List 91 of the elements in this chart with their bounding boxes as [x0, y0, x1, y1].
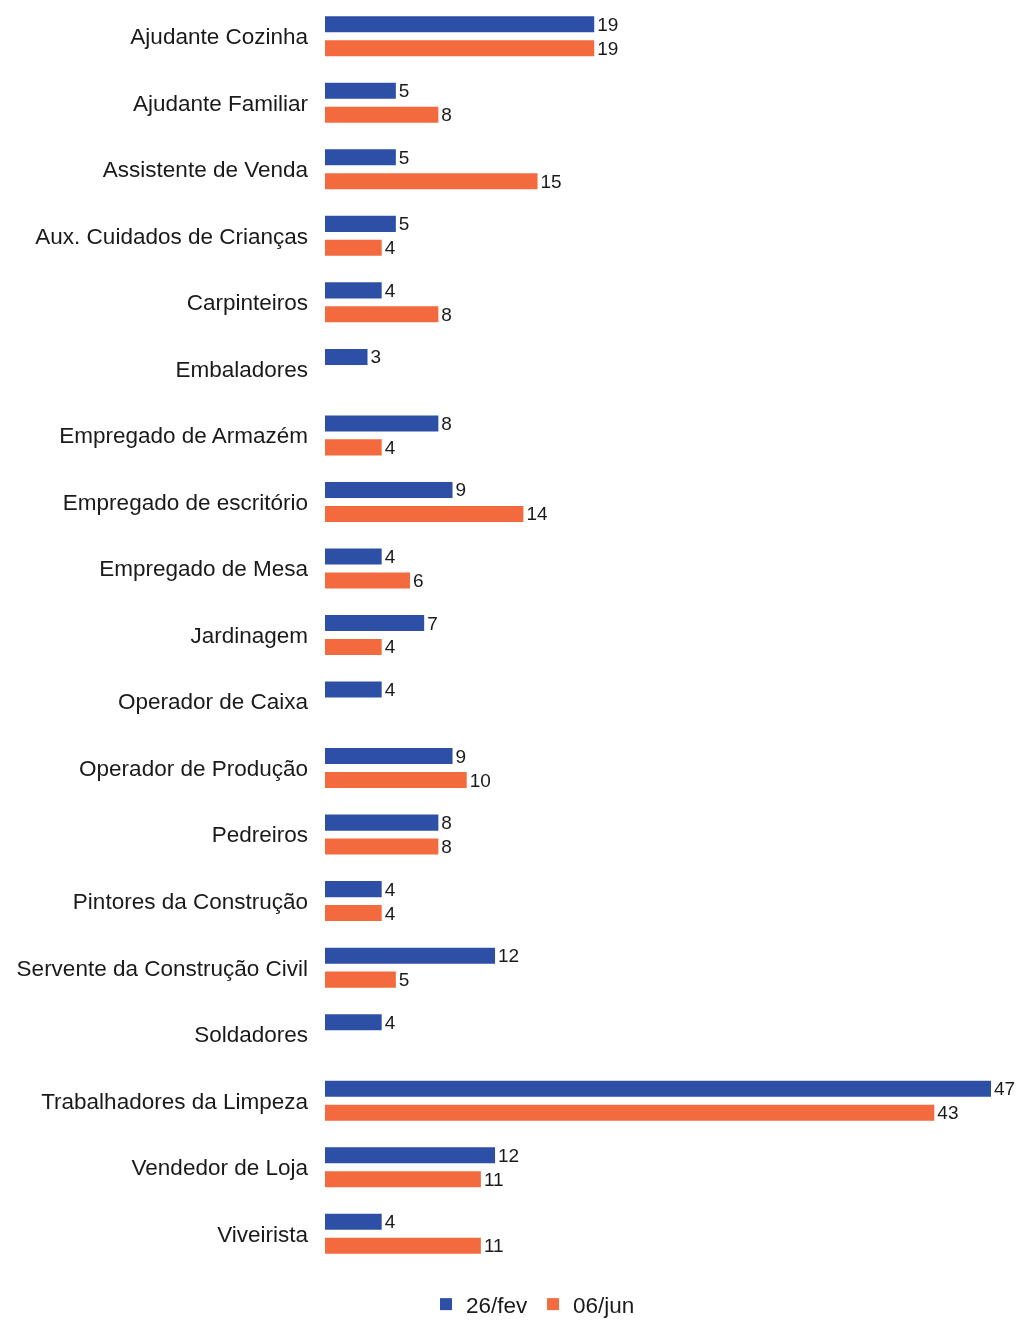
y-tick-label: Pintores da Construção	[72, 888, 308, 914]
data-label: 7	[427, 612, 438, 634]
data-label: 47	[994, 1078, 1016, 1100]
legend-label: 06/jun	[573, 1292, 635, 1318]
data-label: 4	[384, 1011, 396, 1033]
bar	[325, 239, 382, 256]
data-label: 4	[384, 636, 396, 658]
bar	[325, 439, 382, 456]
data-label: 5	[398, 969, 410, 991]
data-label: 4	[384, 878, 396, 900]
data-label: 4	[384, 679, 396, 701]
bar	[325, 1171, 481, 1188]
data-label: 19	[597, 13, 619, 35]
bar	[325, 82, 396, 99]
y-tick-label: Operador de Produção	[79, 755, 308, 781]
bar	[325, 106, 439, 123]
data-label: 8	[441, 836, 452, 858]
data-label: 8	[441, 303, 452, 325]
y-tick-label: Empregado de Armazém	[59, 423, 308, 449]
data-label: 8	[441, 104, 452, 126]
data-label: 4	[384, 237, 396, 259]
bar	[325, 947, 496, 964]
bar	[325, 1104, 935, 1121]
bar	[325, 40, 595, 57]
bar	[325, 1237, 481, 1254]
bar	[325, 1213, 382, 1230]
data-label: 8	[441, 412, 452, 434]
bar	[325, 881, 382, 898]
data-label: 8	[441, 812, 452, 834]
bar	[325, 572, 411, 589]
data-label: 11	[483, 1235, 504, 1257]
y-tick-label: Viveirista	[217, 1221, 309, 1247]
data-label: 3	[370, 346, 382, 368]
y-tick-label: Assistente de Venda	[102, 157, 309, 183]
bar	[325, 772, 467, 789]
data-label: 9	[455, 479, 467, 501]
bar	[325, 481, 453, 498]
data-label: 12	[498, 945, 520, 967]
bar	[325, 505, 524, 522]
bar	[325, 173, 538, 190]
bar	[325, 415, 439, 432]
bar	[325, 306, 439, 323]
bar	[325, 16, 595, 33]
data-label: 12	[498, 1144, 520, 1166]
data-label: 19	[597, 37, 619, 59]
y-tick-label: Carpinteiros	[186, 290, 308, 316]
bar	[325, 215, 396, 232]
y-tick-label: Ajudante Familiar	[132, 90, 309, 116]
data-label: 4	[384, 436, 396, 458]
bar	[325, 548, 382, 565]
data-label: 4	[384, 279, 396, 301]
y-tick-label: Vendedor de Loja	[131, 1155, 309, 1181]
data-label: 5	[398, 146, 410, 168]
y-tick-label: Embaladores	[175, 356, 308, 382]
y-tick-label: Jardinagem	[190, 622, 308, 648]
data-label: 4	[384, 546, 396, 567]
data-label: 10	[469, 769, 491, 791]
data-label: 4	[384, 902, 396, 924]
y-tick-label: Empregado de Mesa	[99, 556, 309, 582]
data-label: 14	[526, 503, 548, 525]
data-label: 5	[398, 213, 410, 235]
data-label: 43	[937, 1102, 959, 1124]
y-tick-label: Trabalhadores da Limpeza	[41, 1088, 309, 1114]
y-tick-label: Soldadores	[194, 1022, 308, 1048]
data-label: 9	[455, 745, 467, 767]
bar	[325, 814, 439, 831]
bar	[325, 838, 439, 855]
bar	[325, 149, 396, 166]
y-tick-label: Empregado de escritório	[62, 489, 308, 515]
bar	[325, 681, 382, 698]
y-tick-label: Pedreiros	[211, 822, 308, 848]
bar	[325, 748, 453, 765]
bar	[325, 638, 382, 655]
bar	[325, 282, 382, 299]
bar	[325, 1080, 991, 1097]
bar	[325, 615, 425, 632]
bar	[325, 971, 396, 988]
data-label: 6	[413, 569, 424, 591]
y-tick-label: Operador de Caixa	[117, 689, 309, 715]
y-tick-label: Servente da Construção Civil	[16, 955, 308, 981]
data-label: 15	[540, 170, 562, 192]
bar	[325, 348, 368, 365]
y-tick-label: Aux. Cuidados de Crianças	[35, 223, 308, 249]
bar	[325, 1014, 382, 1031]
data-label: 5	[398, 80, 410, 102]
data-label: 4	[384, 1211, 396, 1233]
bar	[325, 1147, 496, 1164]
data-label: 11	[483, 1168, 504, 1190]
legend-label: 26/fev	[466, 1292, 529, 1318]
y-tick-label: Ajudante Cozinha	[130, 24, 309, 50]
bar	[325, 905, 382, 922]
